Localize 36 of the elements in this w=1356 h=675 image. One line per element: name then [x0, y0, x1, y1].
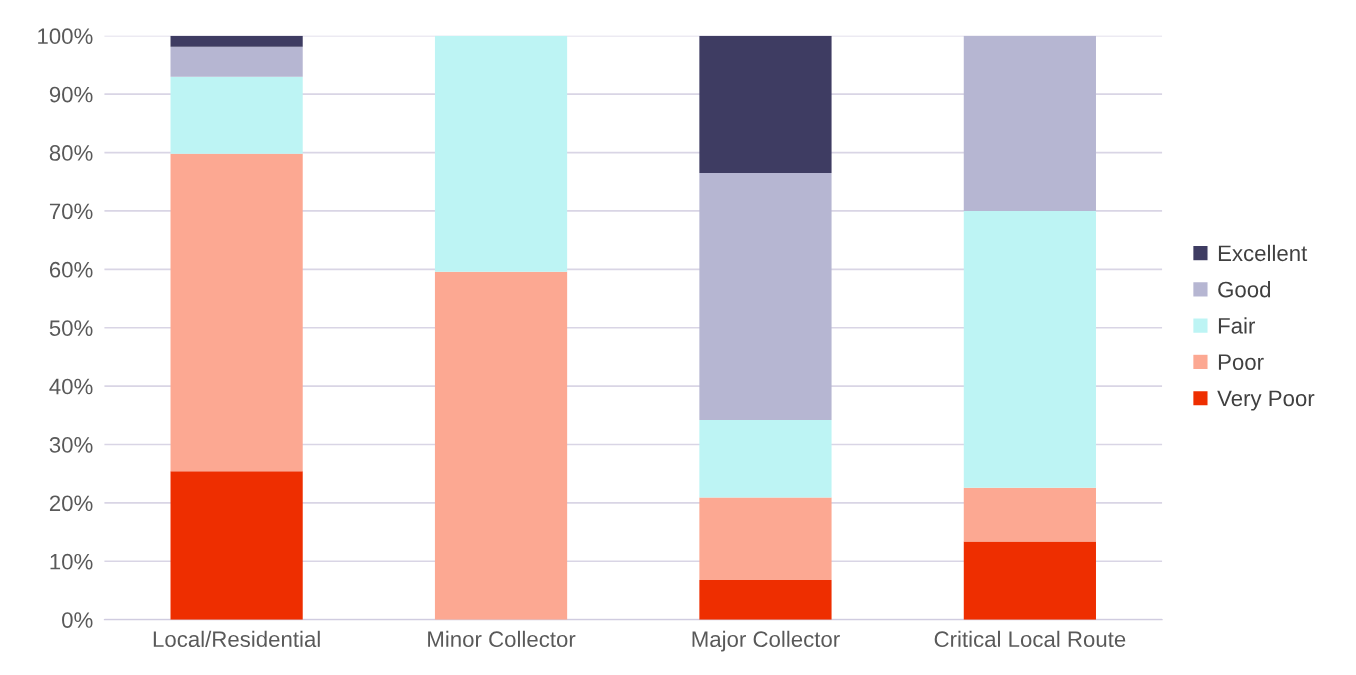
bar — [699, 497, 832, 580]
bar — [699, 35, 832, 173]
y-tick-label: 60% — [49, 261, 93, 278]
x-tick-label: Major Collector — [692, 630, 840, 652]
bar — [170, 46, 303, 77]
y-tick-label: 40% — [49, 378, 93, 395]
legend-label: Good — [1218, 281, 1271, 298]
legend-label: Excellent — [1218, 244, 1308, 262]
x-tick-label: Local/Residential — [153, 630, 320, 648]
legend-label: Very Poor — [1217, 390, 1315, 411]
bar — [434, 35, 568, 272]
y-tick-label: 30% — [49, 437, 93, 453]
bar — [699, 579, 832, 620]
bar — [963, 210, 1096, 488]
y-tick-label: 20% — [49, 495, 93, 512]
y-tick-label: 70% — [49, 203, 93, 220]
legend-label: Fair — [1218, 317, 1256, 334]
legend-label: Poor — [1218, 354, 1264, 370]
bar — [963, 35, 1096, 211]
bar — [170, 471, 303, 620]
y-tick-label: 10% — [50, 553, 93, 570]
bar — [699, 419, 832, 498]
x-tick-label: Minor Collector — [428, 630, 576, 648]
y-tick-label: 50% — [49, 320, 93, 336]
x-tick-label: Critical Local Route — [934, 630, 1126, 648]
y-tick-label: 100% — [38, 28, 93, 45]
y-tick-label: 90% — [49, 86, 93, 103]
bar — [963, 541, 1096, 620]
bar — [170, 76, 303, 154]
bar — [963, 487, 1096, 542]
y-tick-label: 80% — [49, 145, 93, 161]
bar — [170, 35, 303, 47]
y-tick-label: 0% — [62, 612, 93, 628]
bar — [699, 172, 832, 420]
bar — [170, 153, 303, 472]
bar — [434, 271, 568, 620]
